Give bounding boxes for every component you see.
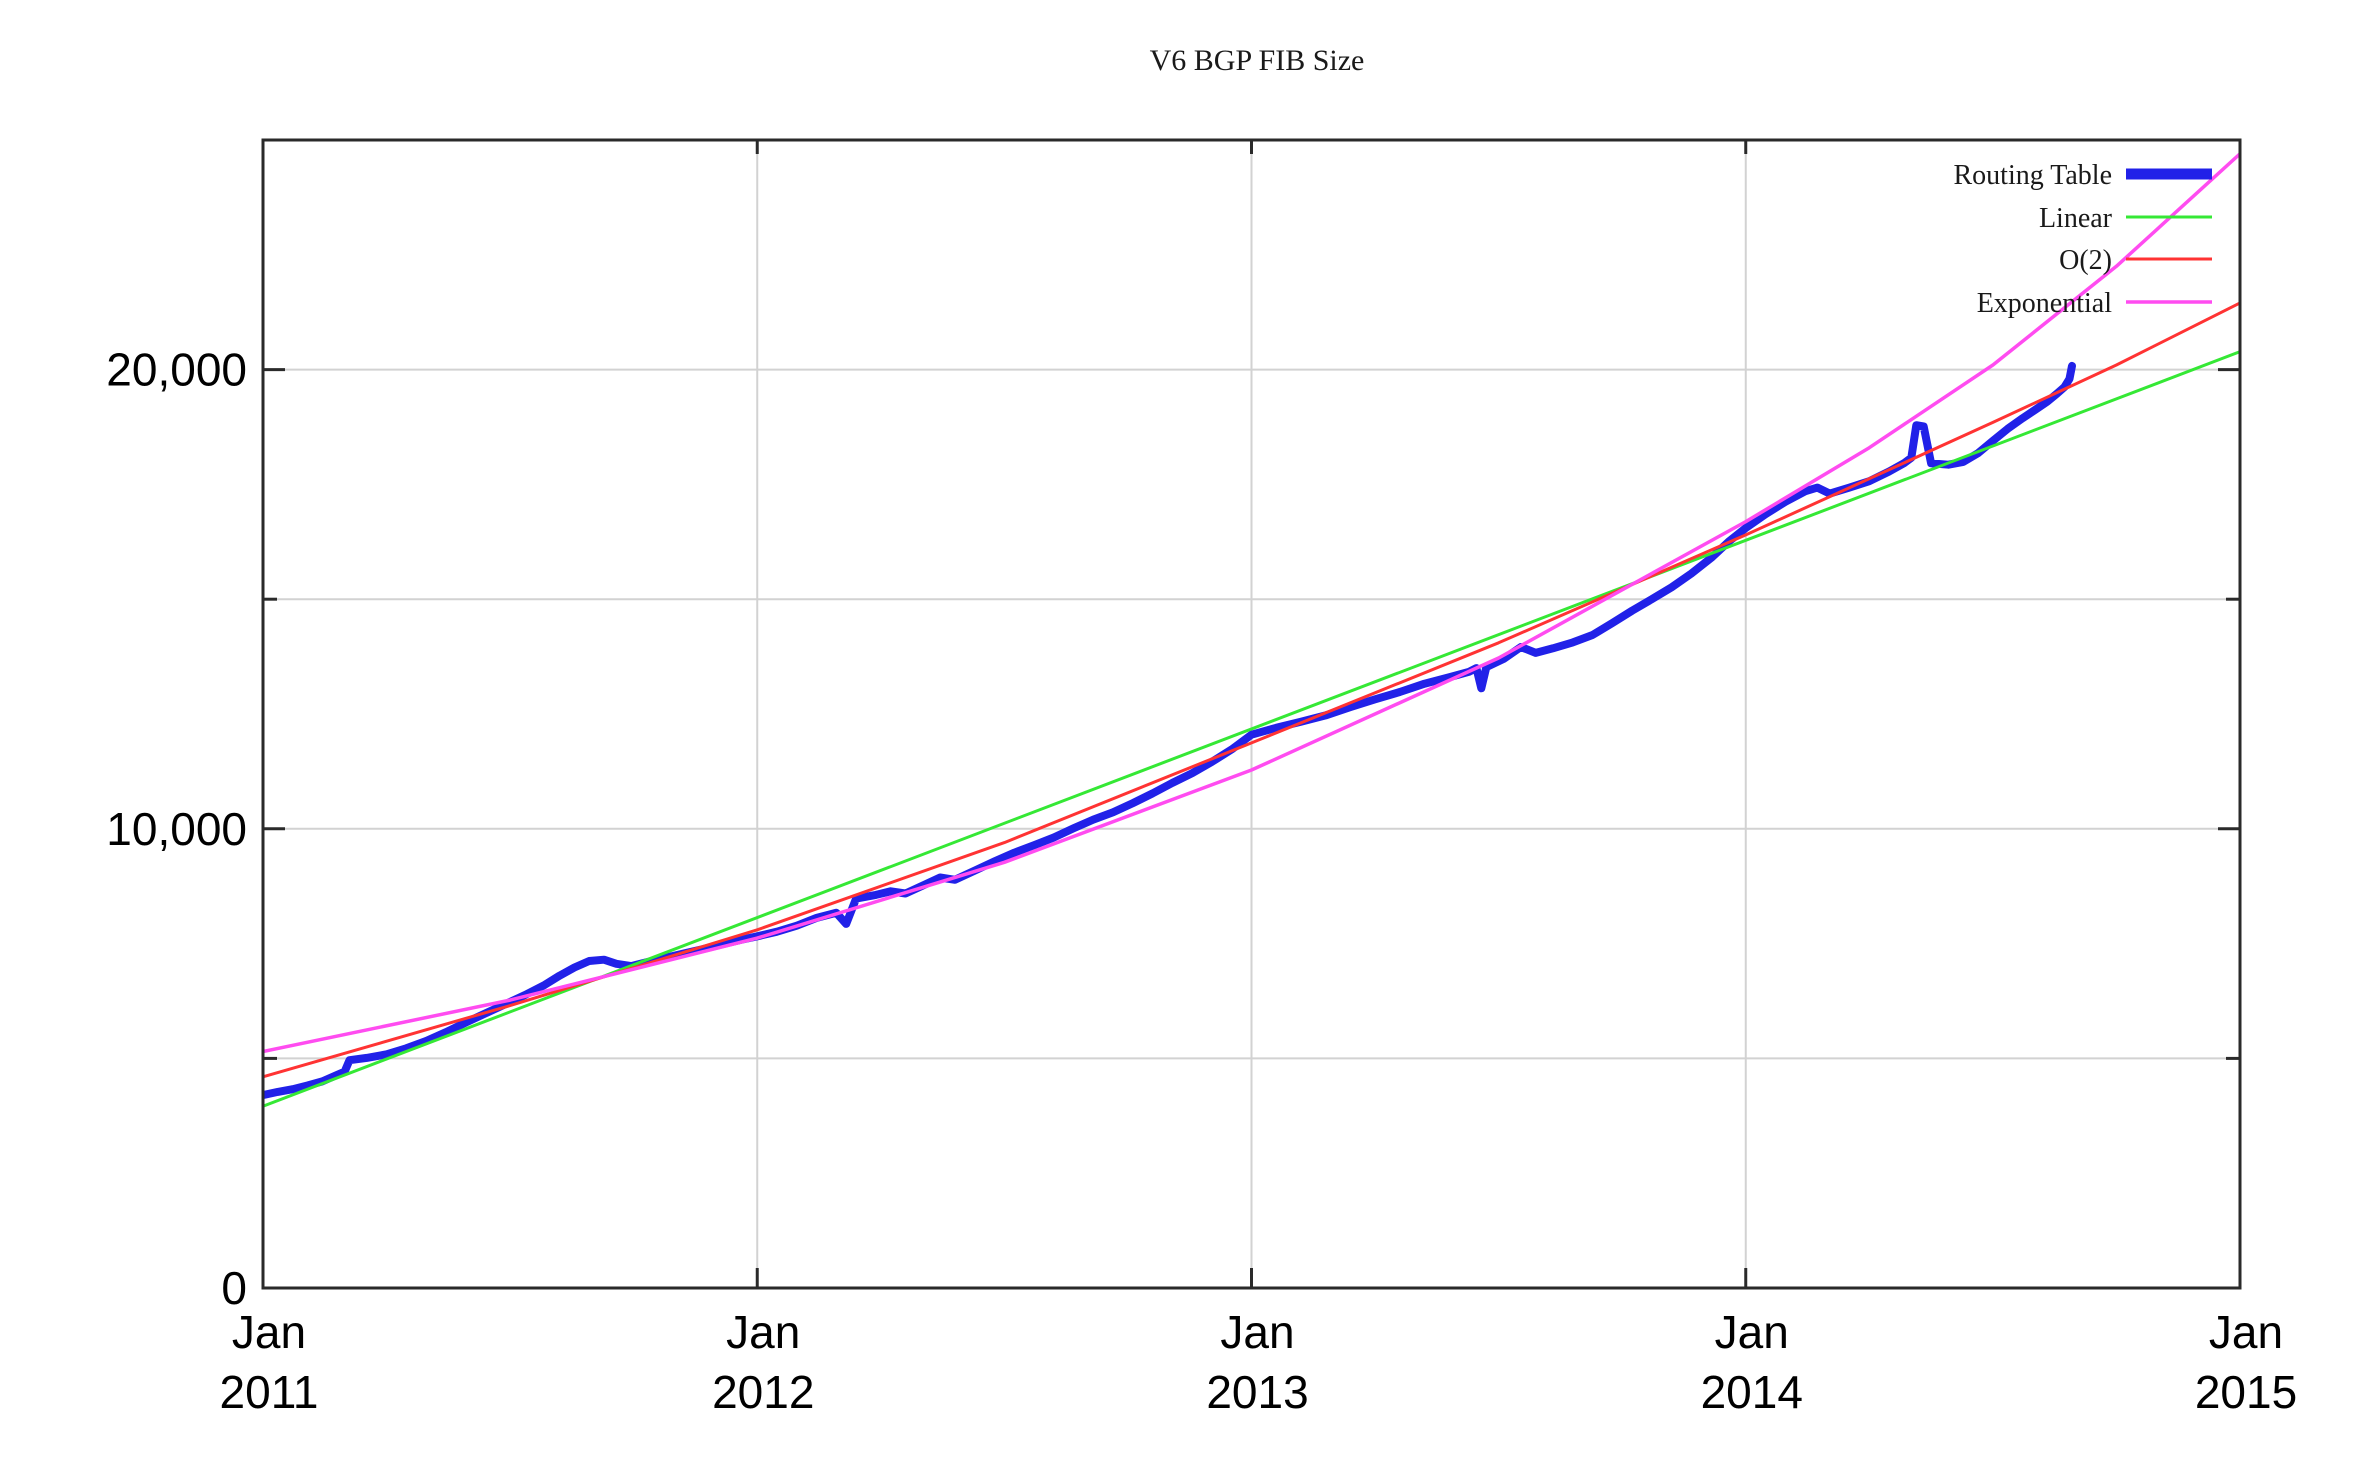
legend-label-routing-table: Routing Table (1953, 160, 2112, 191)
x-tick-label-year-2012: 2012 (712, 1366, 814, 1418)
chart-title: V6 BGP FIB Size (1149, 44, 1365, 77)
gridlines (263, 140, 2240, 1288)
series-routing-table (263, 361, 2076, 1100)
series-exponential (263, 152, 2240, 1054)
legend-label-exponential: Exponential (1977, 288, 2113, 319)
y-tick-label-20000: 20,000 (106, 344, 247, 396)
legend-label-o-2: O(2) (2059, 245, 2112, 276)
x-tick-label-year-2013: 2013 (1206, 1366, 1308, 1418)
x-tick-label-year-2015: 2015 (2195, 1366, 2297, 1418)
x-tick-label-month-2011: Jan (232, 1306, 306, 1358)
series-group (263, 152, 2240, 1108)
x-tick-label-month-2013: Jan (1220, 1306, 1294, 1358)
y-tick-label-10000: 10,000 (106, 803, 247, 855)
tick-marks (261, 140, 2242, 1290)
x-tick-label-year-2014: 2014 (1701, 1366, 1803, 1418)
x-tick-label-month-2014: Jan (1715, 1306, 1789, 1358)
axis-labels: 0 10,000 20,000 Jan 2011 Jan 2012 Jan 2013 Jan 201… (106, 344, 2297, 1418)
y-tick-label-0: 0 (221, 1262, 247, 1314)
legend-label-linear: Linear (2039, 203, 2113, 234)
x-tick-label-month-2012: Jan (726, 1306, 800, 1358)
x-tick-label-month-2015: Jan (2209, 1306, 2283, 1358)
x-tick-label-year-2011: 2011 (220, 1366, 319, 1418)
legend: Routing Table Linear O(2) Exponential (1953, 160, 2212, 319)
